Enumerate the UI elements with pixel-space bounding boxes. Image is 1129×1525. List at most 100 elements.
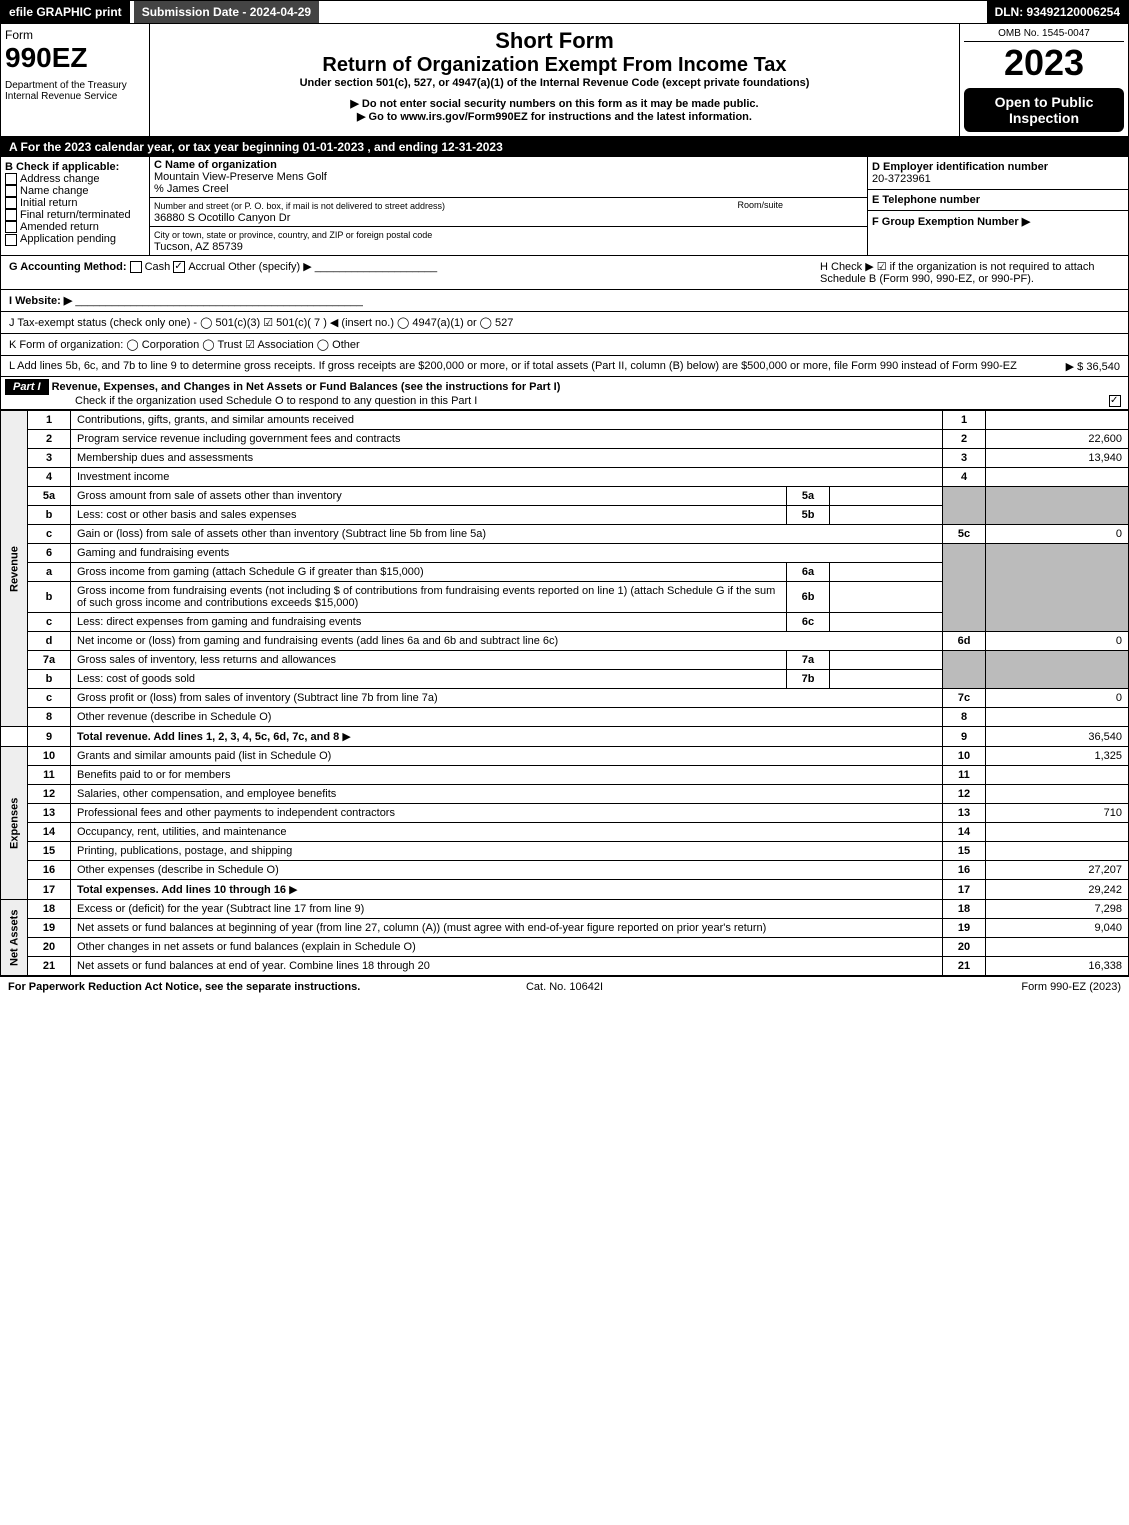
line-18-val: 7,298 (986, 900, 1129, 919)
line-6b-desc: Gross income from fundraising events (no… (71, 582, 787, 613)
schedule-o-checkbox[interactable] (1109, 395, 1121, 407)
section-d: D Employer identification number 20-3723… (868, 157, 1128, 190)
city-value: Tucson, AZ 85739 (154, 241, 243, 253)
line-15-desc: Printing, publications, postage, and shi… (71, 842, 943, 861)
org-name: Mountain View-Preserve Mens Golf (154, 171, 327, 183)
city-label: City or town, state or province, country… (154, 230, 432, 240)
line-5b-desc: Less: cost or other basis and sales expe… (71, 506, 787, 525)
section-k: K Form of organization: ◯ Corporation ◯ … (0, 334, 1129, 356)
expenses-vert-label: Expenses (1, 747, 28, 900)
check-name[interactable]: Name change (5, 185, 145, 197)
line-18-desc: Excess or (deficit) for the year (Subtra… (71, 900, 943, 919)
street-label: Number and street (or P. O. box, if mail… (154, 201, 445, 211)
omb-label: OMB No. 1545-0047 (964, 28, 1124, 42)
section-l: L Add lines 5b, 6c, and 7b to line 9 to … (0, 356, 1129, 377)
line-13-desc: Professional fees and other payments to … (71, 804, 943, 823)
line-4-desc: Investment income (71, 468, 943, 487)
line-7c-val: 0 (986, 689, 1129, 708)
line-2-desc: Program service revenue including govern… (71, 430, 943, 449)
line-1-num: 1 (28, 411, 71, 430)
city-block: City or town, state or province, country… (150, 227, 867, 255)
short-form-title: Short Form (154, 28, 955, 54)
line-2-val: 22,600 (986, 430, 1129, 449)
return-title: Return of Organization Exempt From Incom… (154, 54, 955, 77)
check-final[interactable]: Final return/terminated (5, 209, 145, 221)
part1-label: Part I (5, 379, 49, 395)
line-8-desc: Other revenue (describe in Schedule O) (71, 708, 943, 727)
street-value: 36880 S Ocotillo Canyon Dr (154, 212, 290, 224)
lines-table: Revenue 1 Contributions, gifts, grants, … (0, 410, 1129, 976)
footer-left: For Paperwork Reduction Act Notice, see … (8, 981, 379, 993)
info-grid: B Check if applicable: Address change Na… (0, 157, 1129, 256)
tax-year: 2023 (964, 42, 1124, 84)
line-10-desc: Grants and similar amounts paid (list in… (71, 747, 943, 766)
check-initial[interactable]: Initial return (5, 197, 145, 209)
section-j: J Tax-exempt status (check only one) - ◯… (0, 312, 1129, 334)
line-11-desc: Benefits paid to or for members (71, 766, 943, 785)
part1-check: Check if the organization used Schedule … (75, 395, 477, 407)
line-19-val: 9,040 (986, 919, 1129, 938)
phone-label: E Telephone number (872, 194, 980, 206)
note-ssn: ▶ Do not enter social security numbers o… (154, 97, 955, 110)
section-e: E Telephone number (868, 190, 1128, 211)
form-header: Form 990EZ Department of the Treasury In… (0, 24, 1129, 137)
line-7b-desc: Less: cost of goods sold (71, 670, 787, 689)
netassets-vert-label: Net Assets (1, 900, 28, 976)
section-b: B Check if applicable: Address change Na… (1, 157, 150, 255)
header-right: OMB No. 1545-0047 2023 Open to Public In… (960, 24, 1128, 136)
line-5b-subval (830, 506, 943, 525)
section-h: H Check ▶ ☑ if the organization is not r… (820, 260, 1120, 285)
section-gh: G Accounting Method: Cash Accrual Other … (0, 256, 1129, 290)
line-9-val: 36,540 (986, 727, 1129, 747)
section-b-label: B Check if applicable: (5, 161, 145, 173)
group-label: F Group Exemption Number ▶ (872, 216, 1030, 228)
section-def: D Employer identification number 20-3723… (868, 157, 1128, 255)
line-11-val (986, 766, 1129, 785)
line-6d-val: 0 (986, 632, 1129, 651)
line-7a-subval (830, 651, 943, 670)
line-16-desc: Other expenses (describe in Schedule O) (71, 861, 943, 880)
revenue-vert-label: Revenue (1, 411, 28, 727)
line-5c-desc: Gain or (loss) from sale of assets other… (71, 525, 943, 544)
header-left: Form 990EZ Department of the Treasury In… (1, 24, 150, 136)
line-19-desc: Net assets or fund balances at beginning… (71, 919, 943, 938)
line-20-desc: Other changes in net assets or fund bala… (71, 938, 943, 957)
irs-label: Internal Revenue Service (5, 91, 145, 102)
line-5a-desc: Gross amount from sale of assets other t… (71, 487, 787, 506)
top-bar: efile GRAPHIC print Submission Date - 20… (0, 0, 1129, 24)
subtitle: Under section 501(c), 527, or 4947(a)(1)… (154, 77, 955, 89)
street-block: Number and street (or P. O. box, if mail… (150, 198, 867, 227)
line-3-val: 13,940 (986, 449, 1129, 468)
section-c: C Name of organization Mountain View-Pre… (150, 157, 868, 255)
section-a: A For the 2023 calendar year, or tax yea… (0, 137, 1129, 157)
line-1-desc: Contributions, gifts, grants, and simila… (71, 411, 943, 430)
part1-header: Part I Revenue, Expenses, and Changes in… (0, 377, 1129, 410)
ein-label: D Employer identification number (872, 161, 1048, 173)
line-5a-subval (830, 487, 943, 506)
line-8-val (986, 708, 1129, 727)
check-amended[interactable]: Amended return (5, 221, 145, 233)
footer-right: Form 990-EZ (2023) (750, 981, 1121, 993)
cash-checkbox[interactable] (130, 261, 142, 273)
open-inspection: Open to Public Inspection (964, 88, 1124, 132)
line-6d-desc: Net income or (loss) from gaming and fun… (71, 632, 943, 651)
page-footer: For Paperwork Reduction Act Notice, see … (0, 976, 1129, 997)
section-g: G Accounting Method: Cash Accrual Other … (9, 260, 820, 285)
line-21-val: 16,338 (986, 957, 1129, 976)
dln-label: DLN: 93492120006254 (987, 1, 1128, 23)
line-12-val (986, 785, 1129, 804)
line-10-val: 1,325 (986, 747, 1129, 766)
line-6a-desc: Gross income from gaming (attach Schedul… (71, 563, 787, 582)
note-link[interactable]: ▶ Go to www.irs.gov/Form990EZ for instru… (154, 110, 955, 123)
line-4-val (986, 468, 1129, 487)
line-17-val: 29,242 (986, 880, 1129, 900)
line-3-desc: Membership dues and assessments (71, 449, 943, 468)
org-name-block: C Name of organization Mountain View-Pre… (150, 157, 867, 198)
form-label: Form (5, 28, 145, 42)
check-address[interactable]: Address change (5, 173, 145, 185)
check-pending[interactable]: Application pending (5, 233, 145, 245)
section-i: I Website: ▶ ___________________________… (0, 290, 1129, 312)
accrual-checkbox[interactable] (173, 261, 185, 273)
line-17-desc: Total expenses. Add lines 10 through 16 … (71, 880, 943, 900)
efile-label[interactable]: efile GRAPHIC print (1, 1, 130, 23)
